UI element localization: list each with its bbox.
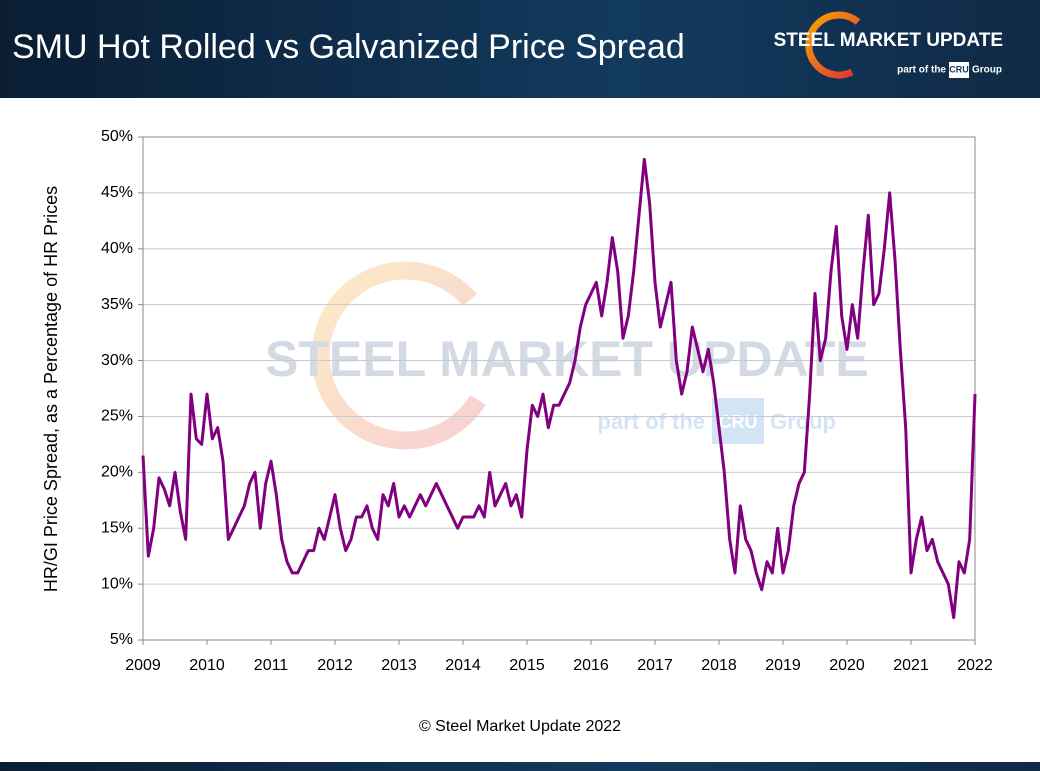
x-tick-label: 2011: [254, 657, 289, 674]
logo-brand: CRU: [949, 64, 969, 74]
plot-border: [142, 136, 976, 641]
y-axis-label: HR/GI Price Spread, as a Percentage of H…: [41, 186, 61, 592]
x-tick-label: 2014: [445, 657, 481, 674]
y-tick-label: 45%: [101, 184, 133, 201]
y-tick-label: 25%: [101, 408, 133, 425]
logo-tagline: part of the: [897, 65, 946, 76]
chart-title: SMU Hot Rolled vs Galvanized Price Sprea…: [12, 28, 685, 66]
data-line: [141, 157, 977, 620]
y-tick-label: 20%: [101, 464, 133, 481]
x-tick-label: 2009: [125, 657, 161, 674]
x-tick-label: 2010: [189, 657, 225, 674]
footer-band: [0, 762, 1040, 771]
plot: 5% 10% 15% 20% 25% 30% 35% 40% 45% 50% 2009 2010 201…: [101, 128, 993, 674]
x-tick-label: 2012: [317, 657, 353, 674]
x-tick-label: 2022: [957, 657, 993, 674]
logo-name: STEEL MARKET UPDATE: [774, 30, 1003, 51]
x-tick-label: 2015: [509, 657, 545, 674]
y-tick-label: 15%: [101, 519, 133, 536]
x-tick-label: 2017: [637, 657, 673, 674]
x-tick-label: 2013: [381, 657, 417, 674]
footer: © Steel Market Update 2022: [419, 718, 621, 735]
watermark: STEEL MARKET UPDATE part of the CRU Grou…: [265, 261, 869, 450]
watermark-group: Group: [770, 409, 836, 434]
y-tick-label: 5%: [110, 631, 133, 648]
logo-arc: [805, 11, 861, 79]
y-tick-label: 50%: [101, 128, 133, 145]
header-band: [0, 0, 1040, 98]
logo-group: Group: [972, 65, 1002, 76]
logo-brand-box: [949, 62, 969, 78]
watermark-name: STEEL MARKET UPDATE: [265, 331, 869, 387]
x-tick-label: 2016: [573, 657, 609, 674]
x-tick-label: 2020: [829, 657, 865, 674]
x-tick-label: 2018: [701, 657, 737, 674]
watermark-brand: CRU: [719, 412, 758, 432]
watermark-arc: [311, 261, 486, 450]
y-tick-label: 30%: [101, 352, 133, 369]
x-tick-label: 2021: [893, 657, 929, 674]
y-tick-label: 10%: [101, 575, 133, 592]
x-tick-label: 2019: [765, 657, 801, 674]
y-tick-label: 35%: [101, 296, 133, 313]
watermark-tagline: part of the: [597, 409, 705, 434]
y-tick-label: 40%: [101, 240, 133, 257]
